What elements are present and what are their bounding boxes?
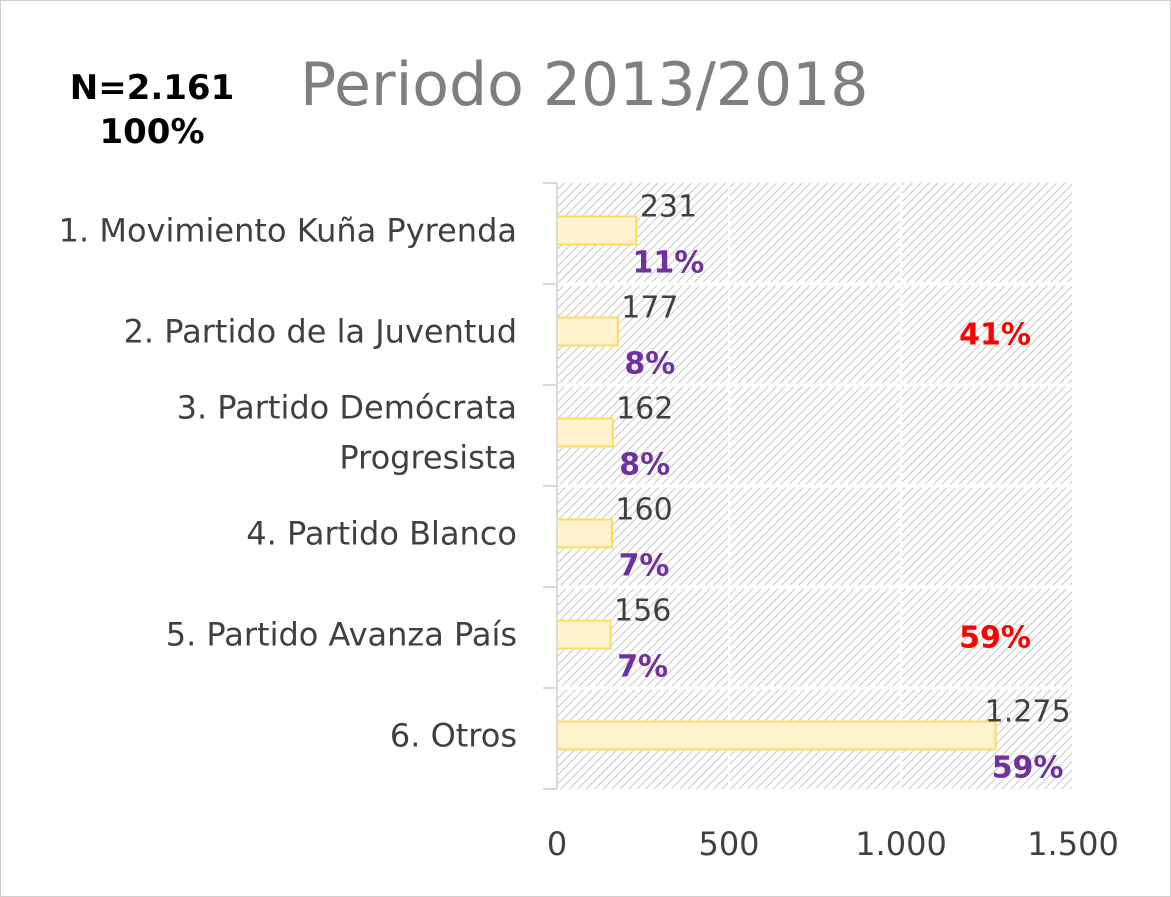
bar [556,316,619,347]
value-label: 177 [621,291,678,326]
category-label: 5. Partido Avanza País [166,616,517,654]
x-tick-label: 1.000 [855,825,947,863]
group-percent-annotation: 41% [959,318,1031,353]
group-percent-annotation: 59% [959,621,1031,656]
x-tick-label: 0 [547,825,567,863]
percent-label: 59% [992,751,1064,786]
percent-label: 11% [633,246,705,281]
category-label: 6. Otros [390,717,517,755]
category-label: Progresista [339,439,517,477]
bar [556,619,612,650]
value-label: 162 [616,392,673,427]
x-tick-label: 1.500 [1027,825,1119,863]
chart-title: Periodo 2013/2018 [300,50,869,120]
sample-size-text: N=2.161 [69,68,235,108]
value-label: 1.275 [985,695,1071,730]
category-label: 2. Partido de la Juventud [124,313,517,351]
value-label: 156 [614,594,671,629]
category-label: 1. Movimiento Kuña Pyrenda [59,212,517,250]
value-label: 231 [640,190,697,225]
total-percent-text: 100% [99,112,205,152]
sample-size-label: N=2.161 100% [62,66,242,154]
bar [556,720,997,751]
category-label: 4. Partido Blanco [246,515,517,553]
percent-label: 8% [619,448,670,483]
x-tick-label: 500 [698,825,759,863]
bar [556,417,614,448]
bar [556,518,614,549]
value-label: 160 [615,493,672,528]
percent-label: 7% [617,650,668,685]
percent-label: 7% [619,549,670,584]
bar [556,215,638,246]
percent-label: 8% [624,347,675,382]
category-label: 3. Partido Demócrata [177,389,517,427]
